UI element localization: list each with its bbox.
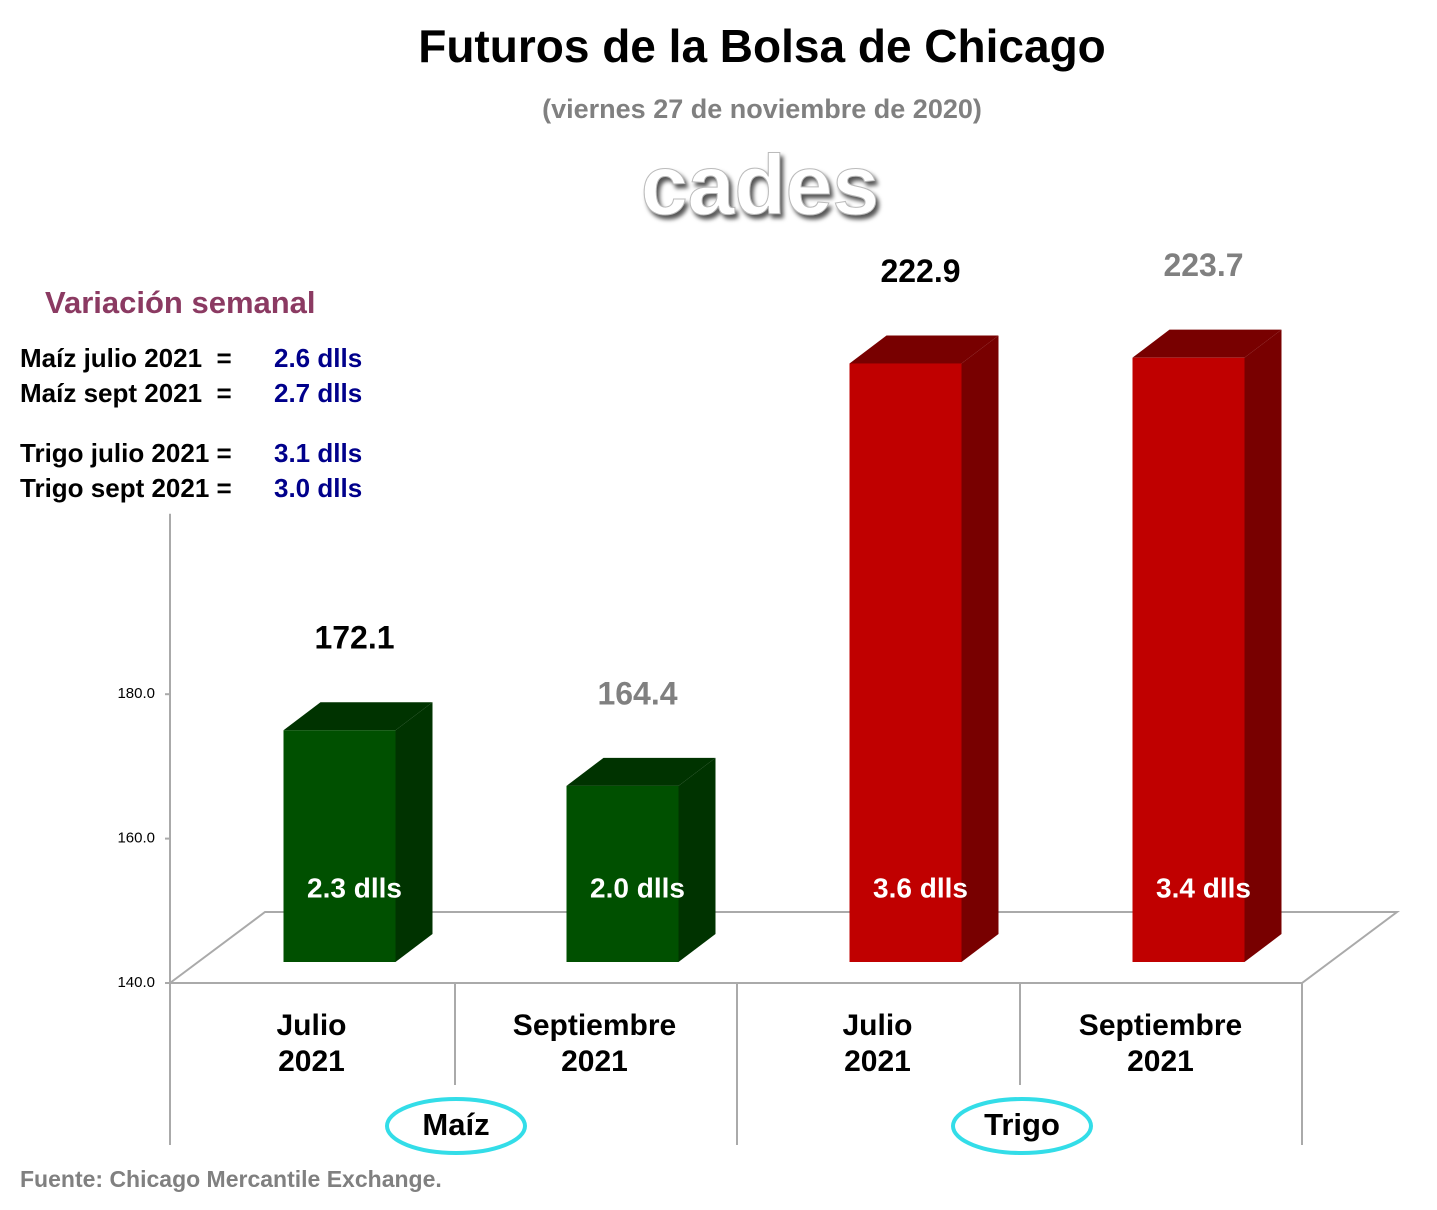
y-tick-label: 140.0 bbox=[117, 974, 155, 991]
bar-side bbox=[678, 757, 716, 962]
chart-subtitle: (viernes 27 de noviembre de 2020) bbox=[542, 94, 982, 124]
source: Fuente: Chicago Mercantile Exchange. bbox=[20, 1166, 442, 1192]
value-label: 223.7 bbox=[1163, 247, 1243, 283]
bar-side bbox=[1244, 329, 1282, 962]
variation-label: Trigo julio 2021 = bbox=[20, 438, 232, 468]
bar bbox=[1132, 357, 1245, 962]
variation-value: 2.7 dlls bbox=[274, 378, 362, 408]
chart-title: Futuros de la Bolsa de Chicago bbox=[418, 20, 1106, 72]
bar-label: 3.6 dlls bbox=[873, 872, 968, 903]
group-ellipse bbox=[385, 1097, 527, 1155]
variation-label: Maíz sept 2021 = bbox=[20, 378, 232, 408]
bar-label: 2.3 dlls bbox=[307, 872, 402, 903]
variation-value: 3.0 dlls bbox=[274, 473, 362, 503]
variation-label: Maíz julio 2021 = bbox=[20, 343, 232, 373]
x-tick-label: Julio 2021 bbox=[842, 1009, 913, 1078]
bar bbox=[283, 730, 396, 962]
bar-side bbox=[395, 702, 433, 962]
bar-top bbox=[283, 702, 433, 731]
value-label: 222.9 bbox=[880, 253, 960, 289]
value-label: 164.4 bbox=[597, 675, 677, 711]
variation-label: Trigo sept 2021 = bbox=[20, 473, 232, 503]
group-label: Trigo bbox=[984, 1107, 1060, 1142]
x-tick-label: Septiembre 2021 bbox=[1078, 1009, 1243, 1078]
x-tick-label: Julio 2021 bbox=[276, 1009, 347, 1078]
variation-value: 2.6 dlls bbox=[274, 343, 362, 373]
bar bbox=[566, 785, 679, 962]
bar-label: 2.0 dlls bbox=[590, 872, 685, 903]
bar-side bbox=[961, 335, 999, 962]
bar-top bbox=[566, 757, 716, 786]
value-label: 172.1 bbox=[314, 620, 394, 656]
watermark: cades bbox=[641, 138, 879, 232]
y-tick-label: 180.0 bbox=[117, 685, 155, 702]
bar-label: 3.4 dlls bbox=[1156, 872, 1251, 903]
x-tick-label: Septiembre 2021 bbox=[512, 1009, 677, 1078]
bar bbox=[849, 363, 962, 962]
variation-value: 3.1 dlls bbox=[274, 438, 362, 468]
group-ellipse bbox=[951, 1097, 1093, 1155]
bar-top bbox=[849, 335, 999, 364]
floor bbox=[166, 911, 1401, 984]
group-label: Maíz bbox=[422, 1107, 489, 1142]
y-tick-label: 160.0 bbox=[117, 830, 155, 847]
bar-top bbox=[1132, 329, 1282, 358]
variation-title: Variación semanal bbox=[45, 285, 316, 320]
